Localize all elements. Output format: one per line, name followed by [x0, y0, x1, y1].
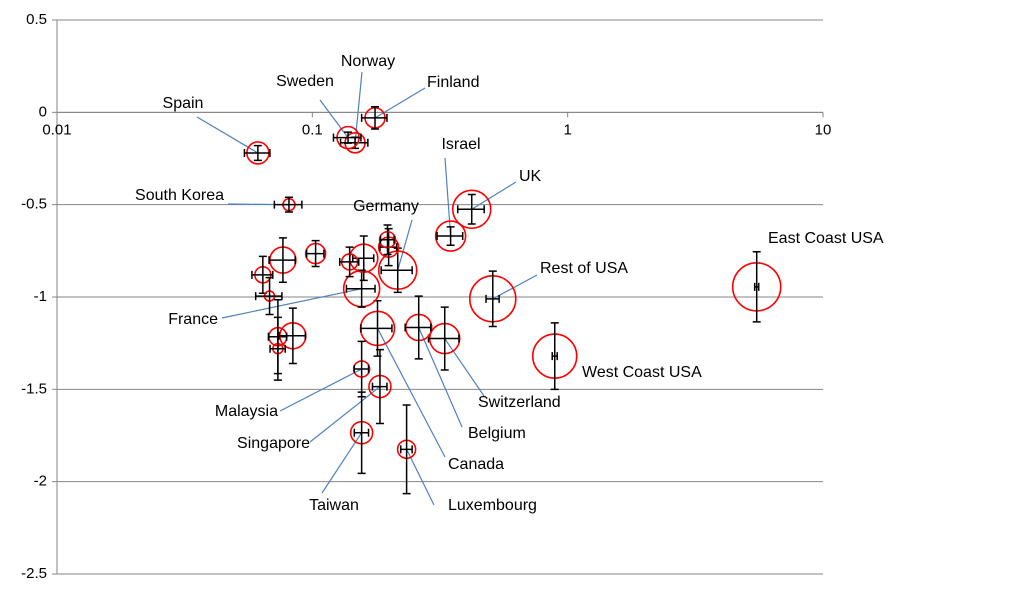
x-tick-label: 10: [815, 121, 832, 138]
x-error-bar: [371, 382, 388, 391]
x-error-bar: [551, 352, 558, 361]
x-error-bar: [436, 232, 464, 241]
y-tick-label: -1.5: [21, 380, 47, 397]
x-error-bar: [345, 284, 376, 293]
leader-line: [374, 87, 426, 119]
x-error-bar: [243, 148, 271, 157]
point-label: Switzerland: [478, 394, 561, 411]
x-error-bar: [380, 266, 413, 275]
point-label: Belgium: [468, 425, 526, 442]
x-error-bar: [338, 257, 360, 266]
x-error-bar: [268, 256, 296, 265]
x-error-bar: [353, 365, 370, 374]
point-label: Canada: [448, 456, 504, 473]
x-error-bar: [485, 294, 500, 303]
x-error-bar: [269, 344, 286, 353]
x-error-bar: [254, 292, 283, 301]
x-tick-label: 0.1: [302, 121, 323, 138]
x-error-bar: [278, 331, 307, 340]
point-label: Malaysia: [215, 403, 278, 420]
x-error-bar: [360, 324, 393, 333]
point-label: UK: [519, 168, 542, 185]
point-label: Israel: [441, 136, 480, 153]
point-label: Luxembourg: [448, 497, 537, 514]
point-label: South Korea: [135, 187, 224, 204]
x-error-bar: [273, 200, 303, 209]
leader-line: [397, 219, 413, 271]
leader-line: [471, 181, 517, 210]
x-error-bar: [753, 282, 760, 291]
leader-line: [221, 288, 362, 319]
x-tick-label: 0.01: [42, 121, 71, 138]
y-tick-label: 0: [39, 103, 47, 120]
point-label: Germany: [353, 198, 419, 215]
x-error-bar: [404, 323, 432, 332]
y-tick-label: 0.5: [26, 11, 47, 28]
leader-line: [279, 368, 362, 412]
point-label: East Coast USA: [768, 230, 884, 247]
point-label: Taiwan: [309, 497, 359, 514]
point-label: Norway: [341, 53, 395, 70]
x-error-bar: [332, 133, 362, 142]
x-error-bar: [456, 205, 485, 214]
x-error-bar: [305, 249, 325, 258]
x-tick-label: 1: [563, 121, 571, 138]
leader-line: [418, 327, 463, 428]
point-label: Rest of USA: [540, 260, 628, 277]
point-label: Finland: [427, 74, 479, 91]
leader-line: [406, 449, 435, 506]
x-error-bar: [379, 235, 395, 244]
leader-line: [309, 386, 381, 443]
y-tick-label: -1: [34, 288, 47, 305]
y-tick-label: -2.5: [21, 565, 47, 582]
point-label: West Coast USA: [582, 364, 702, 381]
point-label: Spain: [163, 95, 204, 112]
bubble: [434, 220, 467, 252]
y-tick-label: -2: [34, 473, 47, 490]
x-error-bar: [353, 428, 370, 437]
leader-line: [319, 99, 349, 138]
leader-line: [444, 157, 452, 237]
x-error-bar: [360, 113, 388, 122]
point-label: Singapore: [237, 435, 310, 452]
leader-line: [444, 338, 485, 397]
bubble: [451, 189, 492, 230]
point-label: France: [168, 311, 218, 328]
y-tick-label: -0.5: [21, 196, 47, 213]
leader-line: [321, 432, 363, 494]
leader-line: [492, 274, 538, 300]
leader-line: [376, 328, 446, 458]
x-error-bar: [427, 334, 460, 343]
point-label: Sweden: [276, 73, 334, 90]
x-error-bar: [400, 445, 413, 454]
